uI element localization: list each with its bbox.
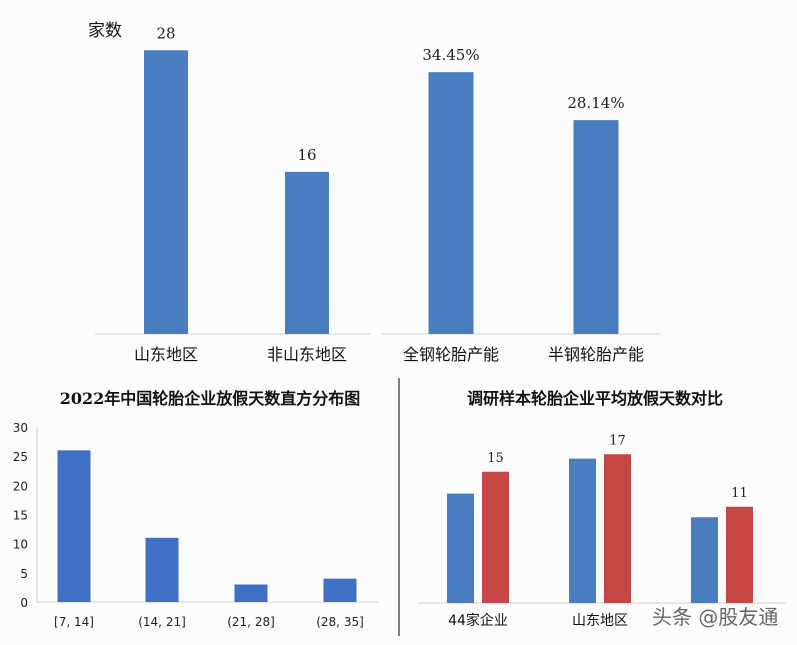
x-tick-label: 半钢轮胎产能 bbox=[548, 345, 644, 364]
data-label: 28.14% bbox=[567, 94, 624, 112]
bar-series-2 bbox=[482, 471, 509, 603]
y-tick-label: 5 bbox=[20, 567, 28, 581]
x-tick-label: 非山东地区 bbox=[267, 345, 347, 364]
y-axis-label: 家数 bbox=[88, 21, 122, 41]
bar-series-2 bbox=[726, 506, 753, 603]
bar bbox=[57, 450, 91, 602]
bar bbox=[145, 537, 179, 602]
bar bbox=[573, 120, 619, 334]
x-tick-label: (28, 35] bbox=[316, 615, 364, 629]
bar-series-1 bbox=[447, 493, 474, 603]
data-label: 34.45% bbox=[422, 46, 479, 64]
data-label: 17 bbox=[609, 433, 626, 448]
bar-series-1 bbox=[691, 517, 718, 603]
bar-series-2 bbox=[604, 454, 631, 603]
y-tick-label: 15 bbox=[13, 509, 28, 523]
bar bbox=[234, 584, 268, 602]
data-label: 16 bbox=[297, 146, 316, 164]
chart-holiday-histogram: 2022年中国轮胎企业放假天数直方分布图 0 5 10 15 20 25 30 [7, 14] (… bbox=[13, 389, 378, 629]
x-tick-label: [7, 14] bbox=[54, 615, 94, 629]
bar bbox=[428, 72, 474, 335]
data-label: 15 bbox=[487, 451, 504, 466]
watermark-logo: 头条 @股友通 bbox=[652, 605, 778, 629]
chart-title: 2022年中国轮胎企业放假天数直方分布图 bbox=[60, 389, 361, 408]
chart-title: 调研样本轮胎企业平均放假天数对比 bbox=[467, 389, 723, 408]
bar bbox=[144, 50, 188, 335]
x-tick-label: 山东地区 bbox=[572, 613, 628, 629]
y-tick-label: 0 bbox=[20, 596, 28, 610]
y-tick-label: 30 bbox=[13, 421, 28, 435]
bar bbox=[323, 578, 357, 602]
x-tick-label: (21, 28] bbox=[227, 615, 275, 629]
bar bbox=[285, 171, 329, 334]
x-tick-label: 44家企业 bbox=[448, 612, 508, 629]
x-tick-label: (14, 21] bbox=[138, 615, 186, 629]
data-label: 11 bbox=[731, 486, 748, 501]
chart-average-holiday-comparison: 调研样本轮胎企业平均放假天数对比 15 44家企业 17 山东地区 11 bbox=[418, 389, 786, 629]
y-tick-label: 25 bbox=[13, 450, 28, 464]
y-tick-label: 10 bbox=[13, 538, 28, 552]
data-label: 28 bbox=[156, 24, 175, 42]
bar-series-1 bbox=[569, 458, 596, 603]
y-tick-label: 20 bbox=[13, 479, 28, 493]
x-tick-label: 全钢轮胎产能 bbox=[403, 345, 499, 364]
chart-shandong-count: 家数 28 山东地区 16 非山东地区 bbox=[88, 21, 370, 364]
x-tick-label: 山东地区 bbox=[134, 345, 198, 364]
chart-capacity-share: 34.45% 全钢轮胎产能 28.14% 半钢轮胎产能 bbox=[382, 46, 660, 364]
